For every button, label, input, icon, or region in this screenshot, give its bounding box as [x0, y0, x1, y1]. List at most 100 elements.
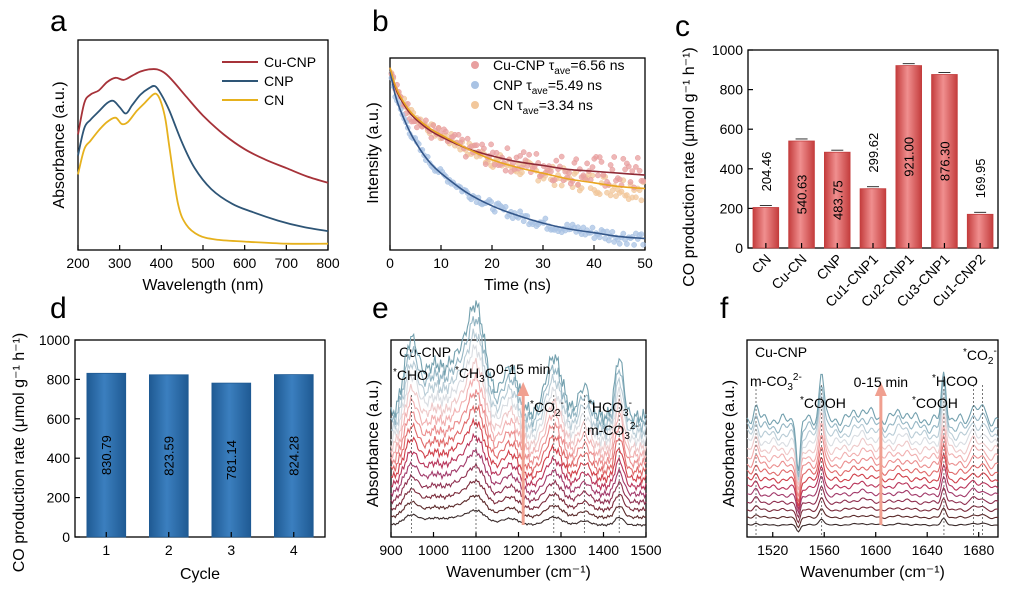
- data-point: [564, 221, 570, 228]
- peak-label: *CO2-: [530, 398, 564, 419]
- legend-value: =3.34 ns: [539, 97, 593, 113]
- bar: [824, 151, 851, 249]
- peak-subscript: 3: [787, 382, 793, 393]
- peak-radical: *: [932, 373, 936, 384]
- data-point: [607, 192, 614, 199]
- x-tick-label: 1500: [630, 542, 661, 558]
- fit-line-CN: [389, 67, 646, 190]
- data-point: [551, 182, 558, 189]
- peak-radical: *: [455, 365, 459, 376]
- x-tick-label: 30: [535, 255, 551, 271]
- y-axis-label: Intensity (a.u.): [365, 102, 382, 203]
- spectrum-line: [746, 371, 999, 472]
- time-arrow-head: [517, 382, 530, 396]
- data-point: [589, 224, 596, 231]
- series-line-Cu-CNP: [77, 68, 329, 184]
- data-point: [640, 178, 647, 184]
- spectrum-line: [390, 344, 647, 447]
- data-point: [430, 122, 437, 129]
- panel-e: e 900 1000 1100 1200 1300 1400 1500 Wavenumber (…: [365, 292, 662, 581]
- legend-name: CNP τ: [493, 77, 532, 93]
- legend-entry: CNP τave=5.49 ns: [493, 77, 602, 97]
- bar: [273, 374, 314, 538]
- x-tick-label: 800: [316, 255, 340, 271]
- category-label: CNP: [813, 251, 845, 283]
- data-point: [609, 166, 616, 173]
- data-point: [629, 168, 636, 174]
- x-tick-label: 1600: [860, 542, 891, 558]
- panel-c: c 0 200 400 600 800 1000 CO production rate (μm…: [675, 10, 999, 310]
- bar-value-label: 781.14: [224, 440, 239, 480]
- x-tick-label: 600: [233, 255, 257, 271]
- data-point: [596, 234, 603, 241]
- data-point: [517, 153, 523, 159]
- y-axis-label: CO production rate (μmol g⁻¹ h⁻¹): [11, 333, 28, 573]
- x-axis-label: Wavenumber (cm⁻¹): [446, 564, 591, 581]
- spectrum-line: [390, 447, 647, 500]
- y-tick-label: 0: [735, 240, 743, 256]
- peak-species-tail: O: [485, 365, 496, 381]
- panel-label: d: [50, 292, 67, 325]
- series-line-CNP: [77, 84, 329, 232]
- data-point: [548, 168, 554, 175]
- data-point: [551, 177, 558, 183]
- data-point: [636, 167, 643, 174]
- panel-d: d 0 200 400 600 800 1000 CO production rate (μm…: [11, 292, 326, 583]
- legend-entry: CNP: [264, 73, 294, 89]
- spectrum-line: [746, 517, 999, 533]
- data-point: [435, 125, 442, 131]
- data-point: [584, 160, 590, 167]
- y-tick-label: 800: [720, 82, 744, 98]
- legend-name: CN τ: [493, 97, 523, 113]
- x-tick-label: 1200: [503, 542, 534, 558]
- spectrum-line: [746, 451, 999, 507]
- data-point: [533, 151, 540, 157]
- bar: [859, 188, 887, 249]
- peak-label: *CHO: [393, 367, 428, 383]
- data-point: [620, 155, 627, 162]
- peak-species: m-CO: [587, 422, 624, 438]
- legend-subscript: ave: [532, 86, 549, 97]
- spectrum-line: [390, 300, 647, 425]
- data-point: [502, 203, 509, 210]
- data-point: [442, 128, 449, 135]
- peak-charge: 2-: [630, 421, 639, 432]
- peak-subscript: 2: [555, 408, 561, 419]
- legend-marker: [471, 101, 479, 109]
- plot-frame: [77, 39, 329, 251]
- bar-value-label: 921.00: [902, 137, 917, 177]
- bar: [752, 207, 780, 249]
- data-point: [502, 167, 509, 174]
- x-tick-label: 50: [637, 255, 653, 271]
- data-point: [600, 172, 607, 178]
- spectrum-line: [746, 486, 999, 519]
- panel-a: a 200 300 400 500 600 700 800 Wavelength (nm) Abs…: [50, 5, 340, 294]
- legend-value: =6.56 ns: [570, 57, 624, 73]
- bar-value-label: 876.30: [937, 141, 952, 181]
- spectrum-line: [390, 316, 647, 433]
- data-point: [613, 193, 619, 199]
- data-point: [482, 161, 489, 167]
- x-tick-label: 200: [66, 255, 90, 271]
- spectrum-line: [390, 462, 647, 506]
- legend-entry: CN: [264, 92, 284, 108]
- data-point: [566, 169, 572, 176]
- peak-label: *COOH: [912, 395, 958, 411]
- y-tick-label: 600: [47, 411, 71, 427]
- bar-value-label: 830.79: [99, 435, 114, 475]
- data-point: [616, 176, 623, 183]
- legend-entry: Cu-CNP τave=6.56 ns: [493, 57, 625, 77]
- x-tick-label: 1640: [912, 542, 943, 558]
- spectrum-line: [746, 401, 999, 483]
- y-axis-label: Absorbance (a.u.): [51, 81, 68, 208]
- spectrum-line: [390, 508, 647, 527]
- bar-value-label: 169.95: [973, 158, 988, 198]
- spectrum-line: [746, 379, 999, 477]
- y-tick-label: 800: [47, 371, 71, 387]
- data-point: [640, 241, 647, 248]
- peak-label: *COOH: [800, 395, 846, 411]
- x-tick-label: 700: [275, 255, 299, 271]
- data-point: [573, 156, 580, 163]
- panel-b: b 0 10 20 30 40 50 Time (ns) Intensity (a.u.) Cu-…: [365, 5, 653, 294]
